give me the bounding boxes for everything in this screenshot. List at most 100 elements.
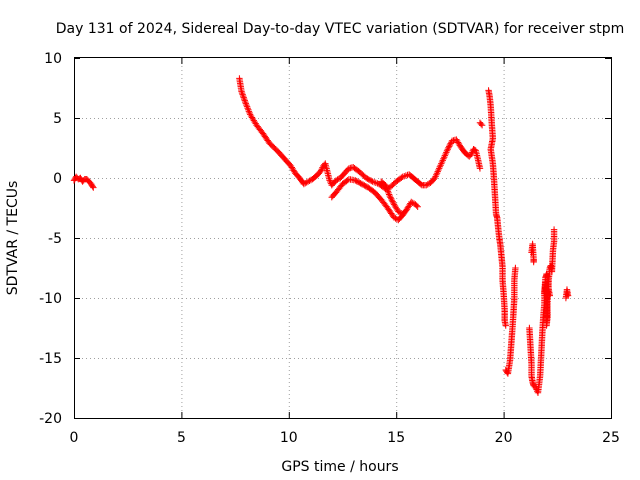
data-point — [431, 174, 439, 182]
x-tick-label: 5 — [177, 430, 186, 446]
data-point — [434, 168, 441, 175]
x-tick-label: 20 — [495, 430, 513, 446]
data-point — [303, 179, 310, 186]
data-point — [89, 183, 96, 190]
data-point — [246, 109, 253, 117]
data-point — [326, 177, 333, 184]
data-point — [441, 152, 449, 159]
data-point — [543, 272, 551, 279]
data-point — [476, 165, 484, 172]
data-point — [300, 180, 308, 188]
data-point — [439, 157, 446, 164]
data-point — [306, 177, 313, 184]
data-point — [414, 203, 421, 210]
data-point — [304, 178, 312, 185]
x-tick-label: 25 — [602, 430, 620, 446]
data-point — [302, 180, 309, 187]
data-point — [243, 103, 251, 110]
data-point — [398, 174, 405, 181]
data-point — [398, 210, 405, 217]
data-point — [242, 100, 250, 107]
data-points — [70, 75, 572, 396]
data-point — [368, 177, 375, 185]
data-point — [512, 264, 519, 272]
data-point — [435, 165, 443, 172]
data-point — [372, 179, 379, 186]
data-point — [90, 184, 97, 191]
data-point — [409, 199, 416, 206]
data-point — [399, 173, 406, 180]
data-point — [374, 180, 381, 187]
data-point — [478, 122, 486, 129]
data-point — [432, 173, 439, 180]
plot-frame — [74, 57, 612, 419]
data-point — [385, 189, 392, 197]
data-point — [370, 179, 378, 186]
data-point — [444, 146, 451, 153]
data-point — [238, 88, 245, 95]
data-point — [387, 195, 395, 202]
y-tick-label: -5 — [48, 231, 62, 247]
data-point — [440, 154, 448, 161]
data-point — [443, 147, 451, 154]
x-axis-label: GPS time / hours — [281, 459, 398, 475]
data-point — [436, 163, 444, 170]
data-point — [389, 198, 396, 205]
data-point — [332, 177, 340, 184]
data-point — [239, 92, 247, 100]
y-tick-label: 10 — [44, 51, 62, 67]
data-point — [390, 214, 398, 221]
data-point — [383, 185, 390, 192]
data-point — [241, 95, 248, 103]
data-point — [445, 143, 453, 150]
data-point — [387, 194, 394, 201]
data-point — [440, 155, 447, 162]
data-point — [396, 209, 403, 216]
data-point — [477, 120, 485, 128]
data-point — [395, 208, 402, 215]
x-tick-label: 10 — [280, 430, 298, 446]
data-point — [399, 210, 406, 218]
y-tick-label: -10 — [39, 291, 62, 307]
data-point — [369, 178, 376, 185]
data-point — [384, 186, 391, 194]
data-point — [433, 170, 441, 177]
data-point — [243, 101, 250, 109]
data-point — [244, 105, 251, 112]
data-point — [438, 160, 445, 167]
y-axis-label: SDTVAR / TECUs — [5, 181, 21, 296]
data-point — [382, 182, 389, 189]
y-tick-label: -15 — [39, 351, 62, 367]
data-point — [408, 198, 415, 206]
data-point — [433, 171, 440, 178]
data-point — [442, 150, 449, 158]
data-point — [435, 166, 442, 174]
data-point — [438, 158, 446, 166]
data-point — [317, 167, 325, 174]
x-tick-label: 0 — [70, 430, 79, 446]
data-point — [245, 108, 253, 115]
data-point — [530, 258, 537, 266]
data-point — [564, 292, 572, 299]
y-tick-label: -20 — [39, 411, 62, 427]
data-point — [550, 226, 558, 233]
data-point — [447, 140, 454, 147]
data-point — [423, 182, 430, 189]
data-point — [241, 97, 248, 104]
data-point — [445, 144, 452, 151]
data-point — [388, 197, 396, 204]
data-point — [238, 89, 246, 97]
data-point — [386, 192, 393, 200]
data-point — [245, 106, 252, 113]
y-tick-label: 0 — [53, 171, 62, 187]
data-point — [390, 199, 397, 207]
data-point — [502, 322, 509, 329]
data-point — [239, 91, 246, 98]
data-point — [437, 162, 444, 169]
data-point — [413, 202, 420, 209]
data-point — [240, 94, 247, 101]
data-point — [424, 181, 431, 188]
data-point — [446, 141, 454, 149]
data-point — [384, 188, 392, 195]
